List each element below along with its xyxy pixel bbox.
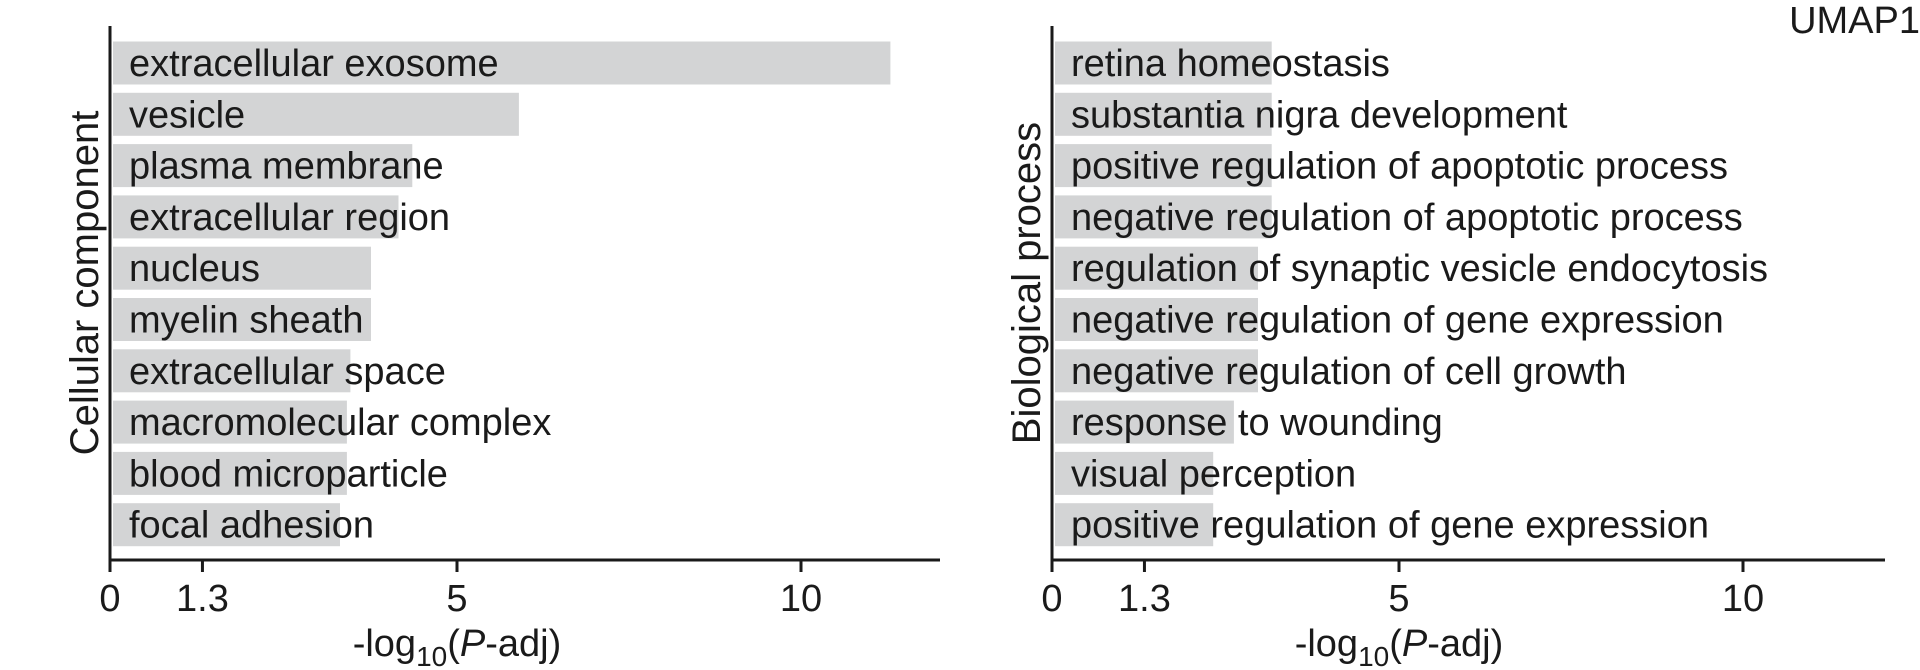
bar bbox=[1055, 246, 1258, 290]
x-axis-title-italic: P bbox=[460, 623, 486, 665]
category-label: positive regulation of apoptotic process bbox=[1071, 146, 1728, 188]
x-axis-title-suffix: -adj) bbox=[1427, 623, 1503, 665]
x-tick-label: 10 bbox=[780, 578, 822, 620]
category-label: retina homeostasis bbox=[1071, 43, 1390, 85]
y-axis-title: Cellular component bbox=[63, 111, 107, 456]
bar bbox=[113, 195, 399, 239]
category-label: macromolecular complex bbox=[129, 402, 551, 444]
x-axis-title-open: ( bbox=[447, 623, 460, 665]
x-axis-title: -log10(P-adj) bbox=[353, 623, 562, 670]
x-axis-title-subscript: 10 bbox=[1358, 641, 1389, 670]
bar bbox=[1055, 349, 1258, 393]
category-label: focal adhesion bbox=[129, 505, 374, 547]
bar bbox=[1055, 195, 1272, 239]
bar bbox=[113, 451, 347, 495]
bar bbox=[1055, 298, 1258, 341]
category-label: negative regulation of apoptotic process bbox=[1071, 197, 1743, 239]
y-axis-title: Biological process bbox=[1005, 122, 1049, 444]
x-tick-label: 0 bbox=[99, 578, 120, 620]
bar bbox=[113, 41, 891, 85]
bar bbox=[1055, 92, 1272, 136]
category-label: vesicle bbox=[129, 94, 245, 136]
bar bbox=[1055, 144, 1272, 188]
category-label: nucleus bbox=[129, 248, 260, 290]
corner-label: UMAP1 bbox=[1789, 0, 1920, 42]
x-tick-label: 5 bbox=[446, 578, 467, 620]
bar bbox=[113, 92, 519, 136]
bar bbox=[1055, 503, 1214, 547]
x-axis-title-open: ( bbox=[1389, 623, 1402, 665]
x-axis-title: -log10(P-adj) bbox=[1295, 623, 1504, 670]
category-label: blood microparticle bbox=[129, 453, 448, 495]
category-label: negative regulation of gene expression bbox=[1071, 300, 1724, 342]
x-axis-title-prefix: -log bbox=[1295, 623, 1358, 665]
bar bbox=[1055, 41, 1272, 85]
category-label: myelin sheath bbox=[129, 300, 363, 342]
x-tick-label: 1.3 bbox=[1118, 578, 1171, 620]
category-label: substantia nigra development bbox=[1071, 94, 1568, 136]
category-label: extracellular space bbox=[129, 351, 446, 393]
bar bbox=[113, 503, 340, 547]
bar bbox=[113, 246, 371, 290]
bar bbox=[113, 400, 347, 444]
x-axis-title-italic: P bbox=[1402, 623, 1428, 665]
x-axis-title-subscript: 10 bbox=[416, 641, 447, 670]
category-label: extracellular region bbox=[129, 197, 450, 239]
bar bbox=[113, 298, 371, 341]
bar bbox=[113, 144, 413, 188]
x-tick-label: 10 bbox=[1722, 578, 1764, 620]
category-label: positive regulation of gene expression bbox=[1071, 505, 1709, 547]
bar bbox=[1055, 400, 1234, 444]
category-label: negative regulation of cell growth bbox=[1071, 351, 1627, 393]
x-tick-label: 1.3 bbox=[176, 578, 229, 620]
category-label: regulation of synaptic vesicle endocytos… bbox=[1071, 248, 1768, 290]
x-axis-title-prefix: -log bbox=[353, 623, 416, 665]
bar bbox=[113, 349, 351, 393]
category-label: response to wounding bbox=[1071, 402, 1443, 444]
bar bbox=[1055, 451, 1214, 495]
category-label: visual perception bbox=[1071, 453, 1356, 495]
x-tick-label: 0 bbox=[1041, 578, 1062, 620]
cellular-component-panel: extracellular exosome vesicle plasma membr… bbox=[63, 26, 940, 670]
x-tick-label: 5 bbox=[1388, 578, 1409, 620]
biological-process-panel: retina homeostasis substantia nigra devel… bbox=[1005, 26, 1885, 670]
category-label: extracellular exosome bbox=[129, 43, 499, 85]
category-label: plasma membrane bbox=[129, 146, 444, 188]
x-axis-title-suffix: -adj) bbox=[485, 623, 561, 665]
